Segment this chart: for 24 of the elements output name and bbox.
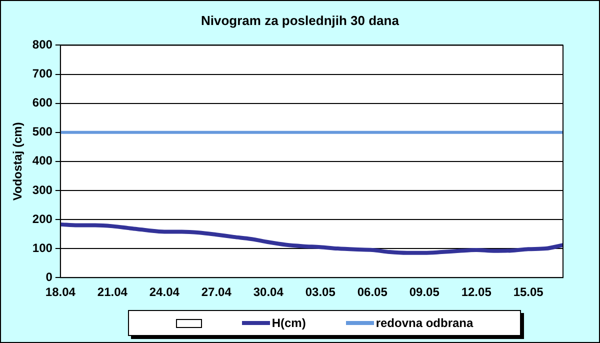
x-tick-label: 24.04 [149,285,180,300]
y-tick-label: 800 [32,38,53,52]
legend-label: redovna odbrana [376,316,474,330]
legend-label: H(cm) [272,316,306,330]
x-tick-label: 09.05 [409,285,440,300]
x-tick-label: 06.05 [357,285,388,300]
x-tick-label: 30.04 [253,285,284,300]
x-tick-label: 03.05 [305,285,336,300]
y-tick-label: 500 [32,124,53,139]
y-tick-label: 100 [32,240,53,255]
x-tick-label: 21.04 [97,285,128,300]
x-tick-label: 12.05 [461,285,492,300]
y-tick-label: 400 [32,154,53,168]
y-tick-label: 200 [32,212,53,226]
x-tick-label: 27.04 [201,285,232,300]
y-tick-label: 300 [32,182,53,197]
chart-title: Nivogram za poslednjih 30 dana [200,13,400,28]
x-tick-label: 18.04 [45,285,76,300]
x-tick-label: 15.05 [513,285,544,300]
y-tick-label: 0 [46,270,53,284]
y-axis-title: Vodostaj (cm) [10,122,25,201]
line-series [58,222,565,255]
y-tick-label: 600 [32,96,53,110]
y-tick-label: 700 [32,66,53,81]
